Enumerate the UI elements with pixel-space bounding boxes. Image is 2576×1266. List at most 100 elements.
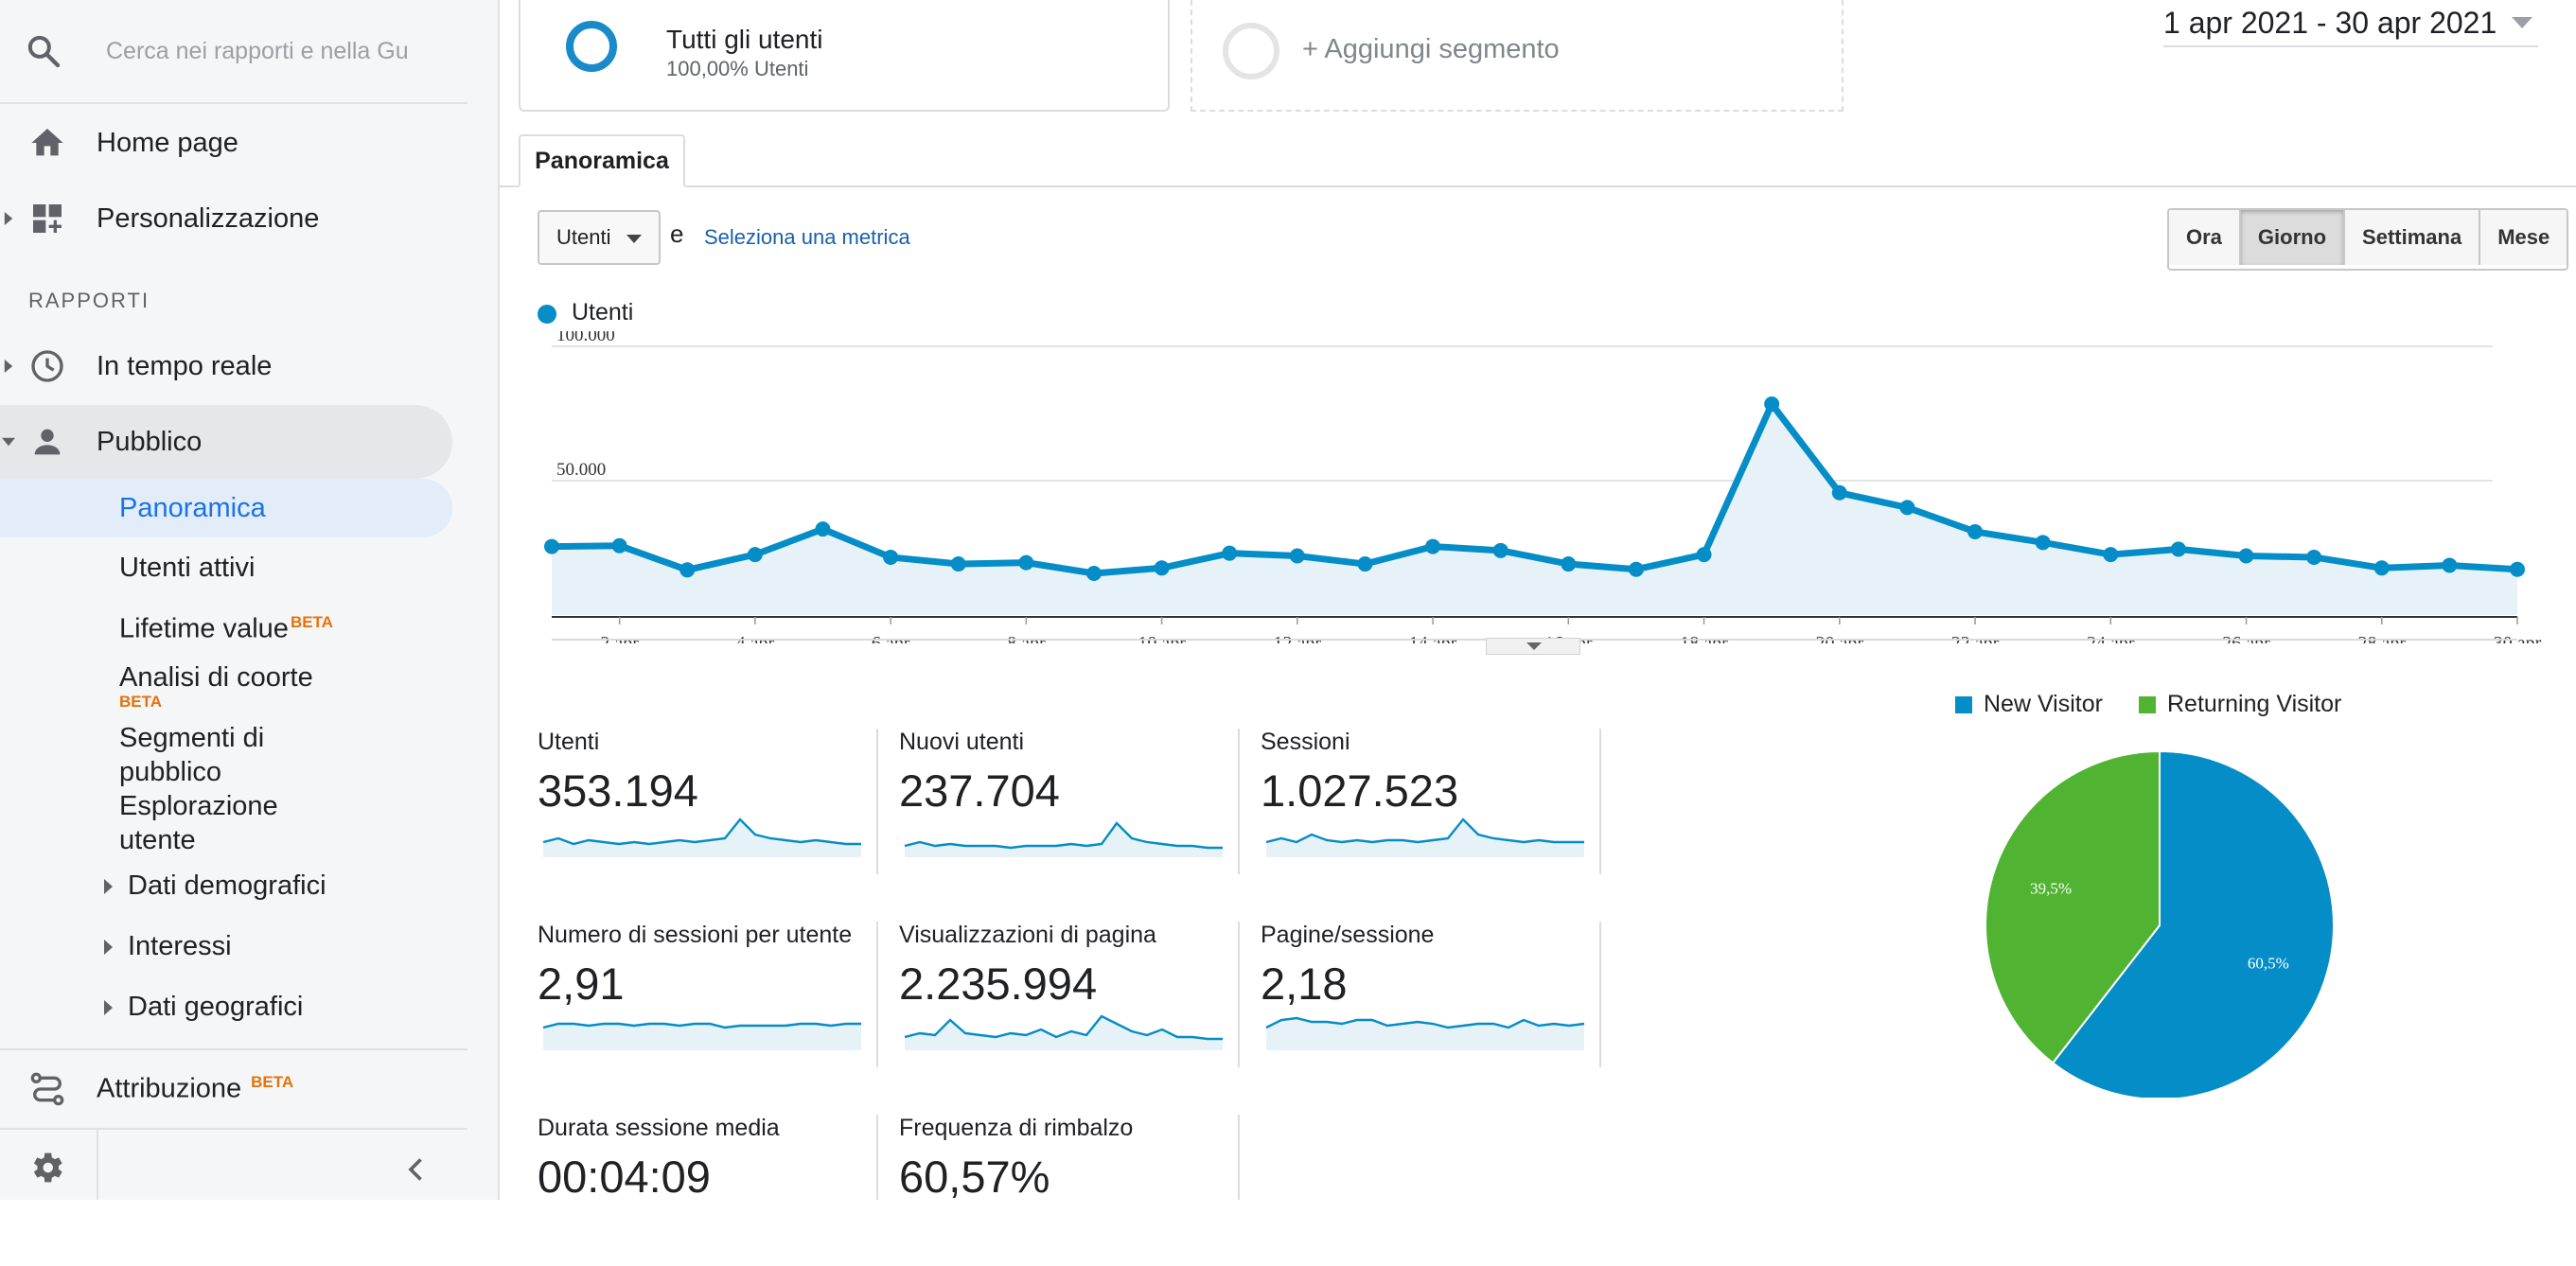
pie-legend-new: New Visitor [1955, 691, 2103, 718]
kpi-divider [1599, 729, 1601, 874]
section-label-reports: RAPPORTI [28, 289, 150, 312]
nav-item-realtime-label: In tempo reale [97, 350, 273, 381]
chevron-down-icon [2512, 17, 2532, 28]
gear-icon[interactable] [26, 1148, 66, 1187]
chevron-down-icon [1526, 642, 1542, 650]
x-tick-label: 12 apr [1274, 633, 1322, 643]
nav-item-attribution-label: Attribuzione BETA [97, 1073, 293, 1105]
divider [0, 1128, 468, 1130]
sub-item-audiences[interactable]: Segmenti di pubblico [119, 721, 264, 789]
kpi-label: Nuovi utenti [899, 729, 1025, 755]
sub-item-user-explorer[interactable]: Esplorazione utente [119, 789, 278, 857]
data-point [2035, 535, 2051, 551]
caret-right-icon [4, 212, 13, 225]
sub-item-demographics[interactable]: Dati demografici [104, 870, 326, 902]
nav-item-customization[interactable]: Personalizzazione [0, 182, 452, 255]
data-point [611, 537, 627, 554]
kpi-divider [876, 922, 878, 1067]
data-point [1154, 560, 1170, 576]
chevron-left-icon[interactable] [397, 1152, 435, 1187]
visitor-pie-chart[interactable]: 60,5% 39,5% [1980, 738, 2339, 1098]
caret-right-icon [4, 360, 13, 373]
granularity-hour-button[interactable]: Ora [2169, 210, 2241, 265]
kpi-tile[interactable]: Nuovi utenti 237.704 [899, 729, 1240, 880]
chart-resize-handle[interactable] [1486, 638, 1580, 655]
kpi-value: 00:04:09 [538, 1152, 711, 1202]
date-range-label: 1 apr 2021 - 30 apr 2021 [2163, 5, 2497, 40]
data-point [1967, 523, 1984, 539]
kpi-label: Utenti [538, 729, 600, 755]
select-metric-link[interactable]: Seleziona una metrica [704, 225, 910, 249]
granularity-week-button[interactable]: Settimana [2345, 210, 2481, 265]
nav-item-attribution-text: Attribuzione [97, 1073, 242, 1104]
kpi-label: Visualizzazioni di pagina [899, 922, 1156, 948]
kpi-tile[interactable]: Visualizzazioni di pagina 2.235.994 [899, 922, 1240, 1073]
nav-item-home[interactable]: Home page [0, 106, 452, 180]
sub-item-active-users[interactable]: Utenti attivi [119, 553, 256, 583]
segment-all-users[interactable]: Tutti gli utenti 100,00% Utenti [519, 0, 1170, 112]
x-tick-label: 20 apr [1816, 633, 1864, 643]
sparkline-area [543, 819, 861, 857]
granularity-day-button[interactable]: Giorno [2240, 210, 2346, 265]
add-segment-button[interactable]: + Aggiungi segmento [1191, 0, 1844, 112]
data-point [1085, 565, 1102, 581]
sub-item-overview[interactable]: Panoramica [0, 479, 452, 537]
kpi-sparkline [904, 1014, 1223, 1050]
kpi-tile[interactable]: Sessioni 1.027.523 [1261, 729, 1601, 880]
sub-item-overview-label: Panoramica [119, 492, 266, 523]
sparkline-area [905, 823, 1223, 857]
data-point [679, 562, 696, 578]
sub-item-interests-label: Interessi [128, 931, 232, 961]
data-point [1289, 548, 1305, 564]
sub-item-user-explorer-line1: Esplorazione [119, 791, 278, 821]
chevron-down-icon [626, 235, 642, 243]
x-tick-label: 2 apr [600, 633, 639, 643]
sparkline-line [904, 1014, 1223, 1041]
sub-item-geo-label: Dati geografici [128, 992, 304, 1022]
date-range-picker[interactable]: 1 apr 2021 - 30 apr 2021 [2163, 0, 2538, 47]
main-content: Tutti gli utenti 100,00% Utenti + Aggiun… [500, 0, 2576, 1202]
legend-swatch [2139, 695, 2156, 713]
pie-slice-label: 39,5% [2030, 880, 2072, 898]
tab-bar [500, 185, 2576, 187]
search-icon[interactable] [25, 32, 62, 70]
granularity-month-button[interactable]: Mese [2480, 210, 2567, 265]
y-tick-label: 100.000 [556, 331, 615, 345]
nav-item-audience[interactable]: Pubblico [0, 405, 452, 479]
kpi-tile[interactable]: Durata sessione media 00:04:09 [538, 1115, 878, 1266]
x-tick-label: 24 apr [2087, 633, 2135, 643]
kpi-tile[interactable]: Numero di sessioni per utente 2,91 [538, 922, 878, 1073]
caret-right-icon [104, 999, 113, 1015]
users-line-chart[interactable]: 100.000 50.000 2 apr 4 apr 6 apr 8 apr 10 apr 1… [500, 331, 2576, 643]
kpi-tile[interactable]: Utenti 353.194 [538, 729, 878, 880]
data-point [1561, 556, 1577, 572]
x-tick-label: 26 apr [2222, 633, 2270, 643]
sub-item-geo[interactable]: Dati geografici [104, 992, 303, 1023]
kpi-sparkline [542, 818, 861, 857]
legend-swatch [1955, 695, 1972, 713]
kpi-label: Sessioni [1261, 729, 1350, 755]
data-point [1696, 547, 1712, 563]
sub-item-interests[interactable]: Interessi [104, 931, 232, 962]
nav-item-attribution[interactable]: Attribuzione BETA [0, 1052, 452, 1126]
kpi-label: Pagine/sessione [1261, 922, 1435, 948]
and-label: e [670, 220, 684, 248]
x-tick-label: 6 apr [872, 633, 910, 643]
kpi-tile[interactable]: Pagine/sessione 2,18 [1261, 922, 1601, 1073]
data-point [2170, 541, 2186, 557]
kpi-tile[interactable]: Frequenza di rimbalzo 60,57% [899, 1115, 1240, 1266]
metric-select[interactable]: Utenti [538, 210, 661, 265]
tab-overview[interactable]: Panoramica [519, 134, 685, 187]
granularity-toggle: Ora Giorno Settimana Mese [2167, 208, 2569, 271]
kpi-divider [876, 729, 878, 874]
beta-badge: BETA [251, 1073, 294, 1092]
pie-legend-returning-label: Returning Visitor [2167, 691, 2342, 717]
y-tick-label: 50.000 [556, 460, 606, 480]
sub-item-lifetime-value[interactable]: Lifetime value BETA [119, 613, 333, 645]
search-input[interactable] [104, 30, 468, 72]
sub-item-cohort-analysis[interactable]: Analisi di coorte [119, 662, 313, 693]
data-point [2373, 560, 2390, 576]
sub-item-audiences-line1: Segmenti di [119, 723, 265, 753]
x-tick-label: 14 apr [1409, 633, 1457, 643]
nav-item-realtime[interactable]: In tempo reale [0, 329, 452, 403]
